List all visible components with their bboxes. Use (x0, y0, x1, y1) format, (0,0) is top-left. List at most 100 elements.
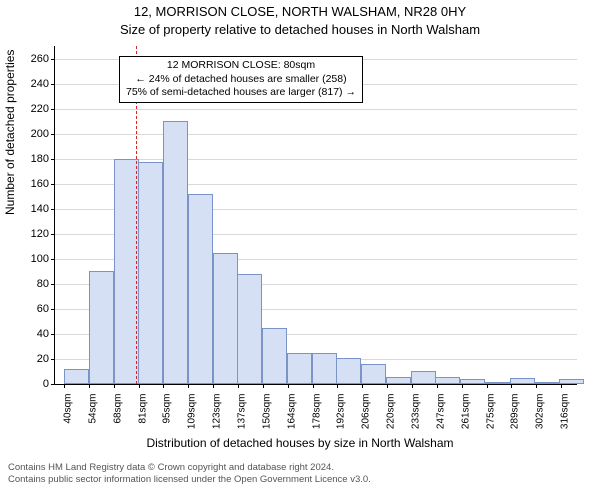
ytick-label: 220 (31, 103, 49, 115)
xtick-label: 81sqm (137, 394, 148, 424)
xtick-mark (437, 384, 438, 388)
chart-container: { "title": "12, MORRISON CLOSE, NORTH WA… (0, 0, 600, 500)
ytick-mark (51, 184, 55, 185)
xtick-mark (511, 384, 512, 388)
xtick-mark (139, 384, 140, 388)
xtick-mark (114, 384, 115, 388)
chart-subtitle: Size of property relative to detached ho… (0, 22, 600, 37)
xtick-label: 54sqm (87, 394, 98, 424)
ytick-mark (51, 384, 55, 385)
ytick-label: 140 (31, 203, 49, 215)
histogram-bar (534, 382, 559, 384)
xtick-label: 40sqm (63, 394, 74, 424)
annotation-line-2: ← 24% of detached houses are smaller (25… (126, 73, 356, 87)
xtick-mark (337, 384, 338, 388)
ytick-mark (51, 259, 55, 260)
xtick-mark (536, 384, 537, 388)
xtick-label: 95sqm (162, 394, 173, 424)
xtick-mark (263, 384, 264, 388)
gridline (55, 109, 577, 110)
xtick-label: 150sqm (261, 394, 272, 430)
ytick-label: 80 (37, 278, 49, 290)
histogram-bar (411, 371, 436, 384)
ytick-mark (51, 159, 55, 160)
xtick-mark (561, 384, 562, 388)
histogram-bar (287, 353, 312, 384)
xtick-mark (188, 384, 189, 388)
ytick-label: 0 (43, 378, 49, 390)
xtick-label: 109sqm (187, 394, 198, 430)
annotation-box: 12 MORRISON CLOSE: 80sqm← 24% of detache… (119, 56, 363, 103)
ytick-mark (51, 284, 55, 285)
xtick-label: 261sqm (460, 394, 471, 430)
ytick-mark (51, 309, 55, 310)
ytick-label: 60 (37, 303, 49, 315)
xtick-mark (362, 384, 363, 388)
ytick-label: 120 (31, 228, 49, 240)
ytick-label: 160 (31, 178, 49, 190)
footer-line-2: Contains public sector information licen… (8, 474, 371, 486)
xtick-mark (487, 384, 488, 388)
chart-title: 12, MORRISON CLOSE, NORTH WALSHAM, NR28 … (0, 4, 600, 19)
footer-attribution: Contains HM Land Registry data © Crown c… (8, 462, 371, 487)
xtick-mark (412, 384, 413, 388)
ytick-label: 180 (31, 153, 49, 165)
xtick-label: 68sqm (112, 394, 123, 424)
xtick-label: 137sqm (237, 394, 248, 430)
histogram-bar (559, 379, 584, 384)
y-axis-label: Number of detached properties (3, 50, 17, 215)
ytick-mark (51, 59, 55, 60)
xtick-label: 206sqm (361, 394, 372, 430)
histogram-bar (237, 274, 262, 384)
xtick-mark (89, 384, 90, 388)
histogram-bar (163, 121, 188, 384)
ytick-mark (51, 234, 55, 235)
ytick-mark (51, 334, 55, 335)
histogram-bar (138, 162, 163, 384)
xtick-label: 233sqm (411, 394, 422, 430)
histogram-bar (485, 382, 510, 385)
xtick-label: 220sqm (386, 394, 397, 430)
histogram-bar (213, 253, 238, 384)
plot-area: 02040608010012014016018020022024026040sq… (54, 46, 577, 385)
ytick-mark (51, 109, 55, 110)
xtick-mark (213, 384, 214, 388)
annotation-line-3: 75% of semi-detached houses are larger (… (126, 86, 356, 100)
ytick-label: 40 (37, 328, 49, 340)
xtick-label: 192sqm (336, 394, 347, 430)
xtick-mark (387, 384, 388, 388)
ytick-label: 20 (37, 353, 49, 365)
histogram-bar (188, 194, 213, 384)
ytick-mark (51, 209, 55, 210)
histogram-bar (312, 353, 337, 384)
histogram-bar (435, 377, 460, 385)
histogram-bar (510, 378, 535, 384)
xtick-mark (238, 384, 239, 388)
xtick-label: 316sqm (560, 394, 571, 430)
histogram-bar (89, 271, 114, 384)
xtick-mark (288, 384, 289, 388)
ytick-label: 240 (31, 78, 49, 90)
xtick-label: 289sqm (510, 394, 521, 430)
histogram-bar (386, 377, 411, 385)
xtick-mark (64, 384, 65, 388)
x-axis-label: Distribution of detached houses by size … (0, 436, 600, 450)
histogram-bar (336, 358, 361, 384)
xtick-label: 247sqm (435, 394, 446, 430)
histogram-bar (361, 364, 386, 384)
xtick-label: 123sqm (212, 394, 223, 430)
ytick-mark (51, 134, 55, 135)
ytick-label: 200 (31, 128, 49, 140)
xtick-mark (462, 384, 463, 388)
annotation-line-1: 12 MORRISON CLOSE: 80sqm (126, 59, 356, 73)
histogram-bar (262, 328, 287, 384)
xtick-label: 178sqm (311, 394, 322, 430)
xtick-mark (163, 384, 164, 388)
histogram-bar (64, 369, 89, 384)
xtick-label: 302sqm (535, 394, 546, 430)
ytick-label: 100 (31, 253, 49, 265)
xtick-label: 164sqm (286, 394, 297, 430)
xtick-label: 275sqm (485, 394, 496, 430)
ytick-mark (51, 84, 55, 85)
ytick-mark (51, 359, 55, 360)
